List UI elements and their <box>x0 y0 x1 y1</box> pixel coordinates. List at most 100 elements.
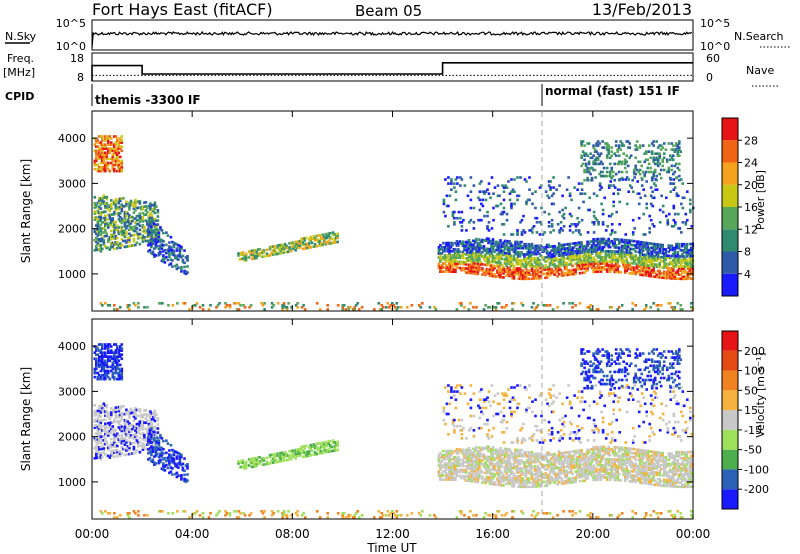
power-cell <box>626 267 630 271</box>
power-cell <box>620 144 624 147</box>
velocity-cell <box>150 412 154 415</box>
velocity-cell <box>107 355 110 358</box>
power-cell <box>521 269 525 272</box>
power-cell <box>688 265 692 268</box>
velocity-cell <box>298 447 302 451</box>
power-cell <box>104 230 107 234</box>
power-cell <box>641 243 645 246</box>
power-cell <box>291 241 294 244</box>
power-cell <box>610 223 614 226</box>
velocity-cell <box>114 349 118 352</box>
power-cell <box>563 251 567 255</box>
power-cell <box>526 269 529 272</box>
power-cell <box>652 302 655 305</box>
power-cell <box>120 244 124 247</box>
power-cell <box>104 137 107 140</box>
power-cell <box>641 263 645 267</box>
velocity-cell <box>312 443 315 446</box>
velocity-cell <box>446 449 450 453</box>
power-cell <box>652 242 655 246</box>
power-cell <box>616 246 619 249</box>
power-cell <box>478 254 481 258</box>
power-cell <box>152 220 155 223</box>
velocity-cell <box>298 450 302 453</box>
power-cell <box>578 261 582 265</box>
velocity-cell <box>166 466 170 470</box>
velocity-cell <box>148 450 152 454</box>
power-cell <box>631 239 634 243</box>
power-cell <box>442 198 446 202</box>
power-cell <box>437 252 441 255</box>
velocity-cell <box>99 361 103 365</box>
power-cell <box>613 152 616 155</box>
power-cell <box>508 258 511 261</box>
velocity-cell <box>168 471 171 475</box>
power-cell <box>535 277 538 280</box>
power-cell <box>620 160 624 164</box>
power-cell <box>561 194 564 198</box>
power-cell <box>132 225 136 229</box>
velocity-cell <box>334 442 338 446</box>
power-cell <box>122 239 125 243</box>
velocity-cell <box>294 457 297 460</box>
power-cell <box>587 242 591 245</box>
power-cell <box>551 255 555 258</box>
velocity-cell <box>458 474 462 478</box>
velocity-cell <box>123 425 127 428</box>
velocity-cell <box>125 439 128 442</box>
power-cell <box>572 252 576 255</box>
power-cell <box>490 260 493 263</box>
power-cell <box>174 264 177 268</box>
velocity-cell <box>107 448 110 451</box>
power-cell <box>593 158 597 162</box>
power-cell <box>581 255 585 258</box>
velocity-cell <box>149 412 152 415</box>
power-cell <box>497 255 501 258</box>
velocity-cell <box>449 468 453 471</box>
power-cell <box>542 272 546 276</box>
power-cell <box>678 277 681 281</box>
power-cell <box>274 250 278 254</box>
power-cell <box>502 186 506 189</box>
power-cell <box>613 242 616 245</box>
power-cell <box>672 144 675 147</box>
velocity-cell <box>313 453 317 456</box>
power-cell <box>155 205 158 208</box>
velocity-cell <box>140 426 143 429</box>
velocity-cell <box>259 459 263 463</box>
power-cell <box>601 256 604 259</box>
power-cell <box>99 211 103 214</box>
power-cell <box>596 252 600 255</box>
power-cell <box>472 251 475 255</box>
power-cell <box>105 224 109 227</box>
power-cell <box>679 259 683 262</box>
velocity-cell <box>467 479 471 483</box>
power-cell <box>544 266 547 269</box>
power-cell <box>101 200 104 204</box>
power-cell <box>511 275 514 278</box>
power-cell <box>577 206 581 210</box>
power-cell <box>117 208 121 211</box>
power-cell <box>117 201 121 205</box>
power-cell <box>482 247 486 250</box>
power-cell <box>488 262 492 265</box>
power-cell <box>628 146 631 149</box>
velocity-cell <box>116 357 119 361</box>
power-cell <box>575 243 579 247</box>
power-cell <box>506 252 510 255</box>
power-cell <box>304 242 308 246</box>
power-cell <box>541 233 545 236</box>
power-cell <box>545 272 549 275</box>
power-cell <box>400 306 403 309</box>
power-cell <box>653 244 657 248</box>
velocity-cell <box>322 449 326 452</box>
power-cell <box>453 221 456 224</box>
power-cell <box>623 263 627 266</box>
power-cell <box>120 135 124 138</box>
velocity-cell <box>108 423 112 427</box>
velocity-cell <box>463 477 466 480</box>
velocity-cell <box>177 474 180 477</box>
power-cell <box>99 239 103 243</box>
power-cell <box>608 266 612 269</box>
